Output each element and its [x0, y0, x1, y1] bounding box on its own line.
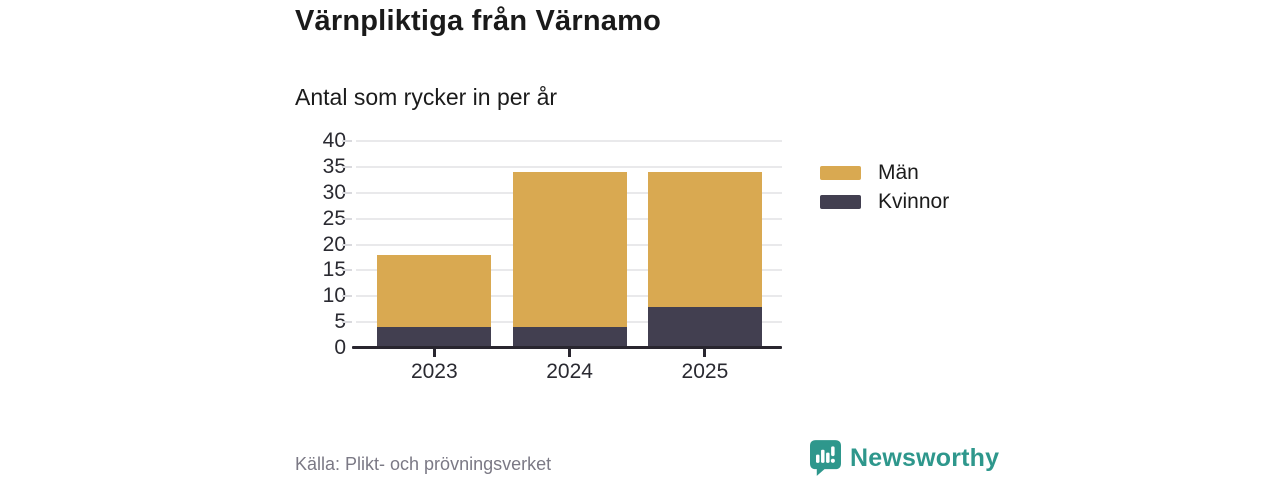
chart-title: Värnpliktiga från Värnamo [295, 5, 661, 37]
x-tick-label-2023: 2023 [410, 360, 458, 383]
y-tick-25 [342, 217, 352, 220]
legend-swatch-m-n [820, 166, 861, 180]
legend-label-kvinnor: Kvinnor [878, 190, 950, 213]
y-tick-15 [342, 269, 352, 272]
bar-segment-m-n-2025 [647, 172, 762, 307]
legend: Män Kvinnor [820, 160, 949, 218]
x-axis: 2023 2024 2025 [356, 349, 782, 389]
y-tick-label-0: 0 [334, 336, 346, 359]
y-tick-5 [342, 321, 352, 324]
y-tick-label-40: 40 [322, 129, 346, 152]
x-tick-label-2025: 2025 [681, 360, 729, 383]
y-tick-label-20: 20 [322, 232, 346, 256]
y-tick-10 [342, 295, 352, 298]
y-tick-40 [342, 140, 352, 142]
bar-segment-kvinnor-2023 [377, 327, 492, 348]
y-gridline-35 [356, 165, 782, 168]
legend-swatch-kvinnor [820, 195, 861, 209]
bar-segment-kvinnor-2025 [647, 306, 762, 348]
x-tick-2024 [568, 349, 572, 357]
y-axis-labels: 0 5 10 15 20 25 30 35 40 [296, 129, 346, 359]
x-axis-line [352, 346, 782, 349]
bar-segment-m-n-2024 [512, 172, 627, 328]
legend-label-m-n: Män [878, 161, 919, 184]
y-tick-30 [342, 191, 352, 194]
y-tick-20 [342, 243, 352, 246]
chart-subtitle: Antal som rycker in per år [295, 84, 558, 110]
bar-segment-m-n-2023 [377, 254, 492, 328]
y-gridline-40 [356, 140, 782, 142]
y-tick-label-5: 5 [334, 310, 346, 334]
x-tick-2023 [432, 349, 436, 357]
plot-area [342, 140, 782, 348]
y-tick-label-25: 25 [322, 206, 346, 230]
newsworthy-bar-chart-bubble-icon [810, 440, 841, 476]
y-tick-label-15: 15 [322, 258, 346, 282]
legend-item-kvinnor: Kvinnor [820, 189, 949, 215]
y-tick-35 [342, 165, 352, 168]
newsworthy-logo: Newsworthy [810, 439, 999, 477]
y-tick-label-35: 35 [322, 154, 346, 178]
y-tick-label-30: 30 [322, 180, 346, 204]
y-tick-label-10: 10 [322, 284, 346, 308]
x-tick-2025 [703, 349, 707, 357]
newsworthy-wordmark: Newsworthy [850, 443, 1000, 472]
legend-item-m-n: Män [820, 160, 949, 186]
x-tick-label-2024: 2024 [546, 360, 593, 383]
source-text: Källa: Plikt- och prövningsverket [295, 454, 552, 474]
bar-segment-kvinnor-2024 [512, 327, 627, 348]
